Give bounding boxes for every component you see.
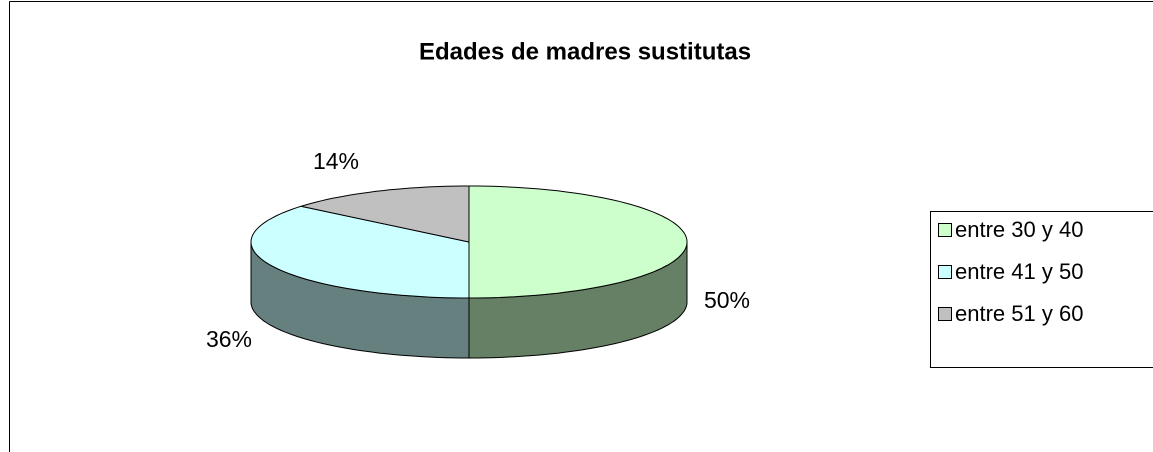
data-label: 50% bbox=[704, 287, 750, 313]
data-label: 14% bbox=[313, 148, 359, 174]
chart-title: Edades de madres sustitutas bbox=[419, 38, 751, 65]
legend-swatch bbox=[938, 223, 952, 237]
data-label: 36% bbox=[206, 326, 252, 352]
legend-label: entre 51 y 60 bbox=[955, 301, 1083, 326]
legend-label: entre 30 y 40 bbox=[955, 217, 1083, 242]
legend-label: entre 41 y 50 bbox=[955, 259, 1083, 284]
legend-swatch bbox=[938, 265, 952, 279]
pie-slice bbox=[300, 185, 470, 243]
pie-slice bbox=[250, 205, 470, 299]
pie-slice bbox=[468, 185, 688, 299]
legend-box bbox=[930, 211, 1153, 368]
legend-swatch bbox=[938, 307, 952, 321]
